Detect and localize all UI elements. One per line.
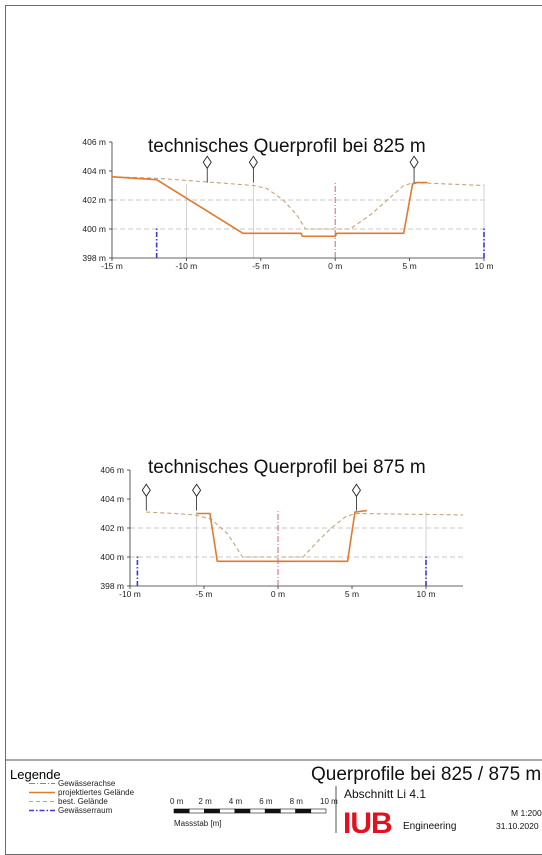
diamond-marker [351, 483, 361, 498]
scale-bar-segment [249, 808, 266, 814]
y-tick-label: 400 m [82, 224, 106, 234]
legend-item-label: best. Gelände [58, 797, 108, 806]
scale-bar-segment [173, 808, 190, 814]
y-tick-label: 404 m [82, 166, 106, 176]
y-tick-label: 398 m [100, 581, 124, 591]
profile-title: technisches Querprofil bei 825 m [148, 136, 426, 157]
scale-label: Massstab [m] [174, 819, 222, 828]
iub-logo: IUB Engineering [343, 807, 456, 833]
scale-tick-label: 0 m [170, 797, 184, 806]
logo-text: IUB [343, 807, 392, 833]
scale-tick-label: 8 m [290, 797, 304, 806]
section-label: Abschnitt Li 4.1 [344, 787, 426, 801]
y-tick-label: 406 m [100, 465, 124, 475]
scale-bar-segment [264, 808, 281, 814]
projected-terrain-line [196, 509, 367, 563]
existing-terrain-line [111, 176, 485, 230]
y-tick-label: 402 m [82, 195, 106, 205]
existing-terrain-line [146, 511, 464, 558]
y-tick-label: 400 m [100, 552, 124, 562]
projected-terrain-line [111, 176, 428, 238]
profile-0: -15 m -10 m -5 m 0 m 5 m 10 m 398 m 400 m 402 m 4… [82, 136, 493, 271]
scale-bar-segment [295, 808, 312, 814]
x-tick-label: 5 m [403, 261, 417, 271]
scale-bar-segment [280, 808, 296, 814]
diamond-marker [141, 483, 151, 498]
scale-ratio: M 1:200 [511, 808, 542, 818]
x-tick-label: 0 m [328, 261, 342, 271]
scale-bar-segment [188, 808, 205, 814]
y-tick-label: 406 m [82, 137, 106, 147]
diamond-marker [409, 155, 419, 170]
profile-1: -10 m -5 m 0 m 5 m 10 m 398 m 400 m 402 m 404 m 4… [100, 457, 464, 599]
diamond-marker [248, 155, 258, 170]
x-tick-label: 5 m [345, 589, 359, 599]
y-tick-label: 402 m [100, 523, 124, 533]
scale-bar-segment [204, 808, 220, 814]
x-tick-label: -10 m [176, 261, 198, 271]
scale-bar-segment [234, 808, 251, 814]
legend-item-label: Gewässerachse [58, 779, 116, 788]
x-tick-label: -5 m [252, 261, 269, 271]
scale-tick-label: 6 m [259, 797, 273, 806]
x-tick-label: 10 m [475, 261, 494, 271]
drawing-title: Querprofile bei 825 / 875 m [311, 764, 541, 785]
scale-tick-label: 4 m [229, 797, 243, 806]
x-tick-label: 0 m [271, 589, 285, 599]
scale-bar-segment [219, 808, 236, 814]
profile-title: technisches Querprofil bei 875 m [148, 457, 426, 478]
x-tick-label: -15 m [101, 261, 123, 271]
drawing-sheet [5, 5, 542, 855]
x-tick-label: -10 m [119, 589, 141, 599]
scale-bar-segment [310, 808, 327, 814]
drawing-canvas: -15 m -10 m -5 m 0 m 5 m 10 m 398 m 400 m 402 m 4… [5, 136, 542, 833]
legend-item-label: Gewässerraum [58, 806, 113, 815]
y-tick-label: 404 m [100, 494, 124, 504]
plan-date: 31.10.2020 [496, 821, 539, 831]
x-tick-label: -5 m [196, 589, 213, 599]
diamond-marker [192, 483, 202, 498]
y-tick-label: 398 m [82, 253, 106, 263]
scale-tick-label: 10 m [320, 797, 338, 806]
legend-title: Legende [10, 767, 61, 782]
engineering-label: Engineering [403, 821, 456, 832]
x-tick-label: 10 m [417, 589, 436, 599]
legend-item-label: projektiertes Gelände [58, 788, 135, 797]
scale-tick-label: 2 m [198, 797, 212, 806]
diamond-marker [202, 155, 212, 170]
